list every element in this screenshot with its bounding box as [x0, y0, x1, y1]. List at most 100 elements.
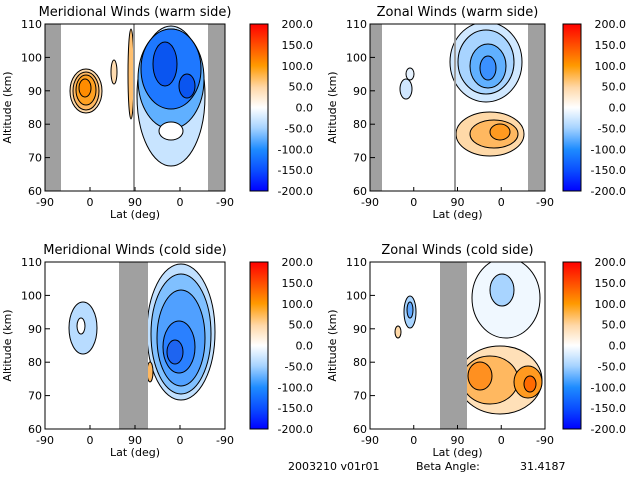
colorbar-tick-label: 100.0	[595, 298, 627, 311]
y-tick-label: 90	[28, 323, 42, 336]
plot-title: Meridional Winds (cold side)	[43, 243, 226, 258]
x-axis-label: Lat (deg)	[110, 446, 160, 459]
x-tick-label: 90	[128, 434, 142, 447]
y-tick-label: 70	[28, 152, 42, 165]
x-tick-label: 90	[451, 196, 465, 209]
footer-date-version: 2003210 v01r01	[288, 460, 380, 473]
colorbar-tick-label: 200.0	[282, 18, 314, 31]
colorbar	[249, 261, 269, 430]
colorbar-tick-label: 150.0	[282, 277, 314, 290]
contour-region	[152, 41, 178, 87]
colorbar	[562, 261, 582, 430]
no-data-mask	[440, 262, 467, 429]
colorbar-tick-label: 0.0	[609, 340, 627, 353]
x-tick-label: -90	[216, 196, 234, 209]
x-tick-label: 90	[451, 434, 465, 447]
x-tick-label: -90	[361, 196, 379, 209]
no-data-mask	[208, 24, 225, 191]
y-tick-label: 70	[353, 152, 367, 165]
colorbar-tick-label: 0.0	[296, 102, 314, 115]
contour-region	[479, 55, 497, 81]
contour-region	[467, 361, 493, 391]
x-tick-label: 0	[410, 196, 417, 209]
no-data-mask	[370, 24, 382, 191]
colorbar-tick-label: -200.0	[278, 185, 313, 198]
y-tick-label: 60	[28, 185, 42, 198]
panel-4: Zonal Winds (cold side) -90 0 90 0 -90 Lat (de…	[326, 243, 626, 459]
contour-region	[399, 78, 413, 100]
x-tick-label: -90	[216, 434, 234, 447]
colorbar-tick-label: 200.0	[595, 256, 627, 269]
y-tick-label: 110	[21, 256, 42, 269]
y-tick-label: 90	[353, 85, 367, 98]
panel-2: Zonal Winds (warm side) -90 0 90 0 -90 Lat (de…	[326, 5, 626, 221]
colorbar-tick-label: 150.0	[595, 277, 627, 290]
contour-region	[78, 78, 92, 98]
no-data-mask	[45, 24, 61, 191]
x-tick-label: -90	[36, 196, 54, 209]
y-tick-label: 80	[28, 356, 42, 369]
contour-region	[489, 273, 515, 307]
contour-region	[76, 317, 86, 335]
colorbar-tick-label: 0.0	[296, 340, 314, 353]
x-tick-label: 0	[177, 196, 184, 209]
colorbar	[562, 23, 582, 192]
colorbar-tick-label: 50.0	[289, 81, 314, 94]
y-tick-label: 70	[353, 390, 367, 403]
plot-title: Zonal Winds (cold side)	[381, 243, 533, 258]
colorbar-tick-label: -100.0	[278, 143, 313, 156]
colorbar-tick-label: -50.0	[598, 360, 626, 373]
y-tick-label: 60	[353, 185, 367, 198]
x-tick-label: 0	[498, 196, 505, 209]
contour-region	[489, 123, 511, 141]
colorbar-tick-label: -100.0	[591, 381, 626, 394]
contour-region	[178, 73, 196, 99]
contour-region	[523, 375, 537, 393]
y-tick-label: 100	[21, 289, 42, 302]
panel-1: Meridional Winds (warm side) -90 0 90 0 -90 La…	[1, 5, 313, 221]
colorbar-tick-label: -100.0	[591, 143, 626, 156]
x-axis-label: Lat (deg)	[433, 208, 483, 221]
x-tick-label: -90	[536, 196, 554, 209]
plot-title: Zonal Winds (warm side)	[377, 5, 539, 20]
y-tick-label: 100	[346, 51, 367, 64]
contour-region	[110, 59, 118, 85]
y-tick-label: 110	[346, 256, 367, 269]
contour-region	[406, 301, 414, 319]
colorbar-tick-label: 50.0	[289, 319, 314, 332]
y-axis-label: Altitude (km)	[1, 71, 14, 143]
footer-beta-value: 31.4187	[520, 460, 566, 473]
y-tick-label: 110	[21, 18, 42, 31]
colorbar-tick-label: 100.0	[282, 60, 314, 73]
panel-3: Meridional Winds (cold side) -90 0 90 0 -90 La…	[1, 243, 313, 459]
x-tick-label: -90	[536, 434, 554, 447]
contour-region	[394, 325, 402, 339]
y-tick-label: 80	[353, 118, 367, 131]
colorbar-tick-label: -50.0	[598, 122, 626, 135]
no-data-mask	[528, 24, 545, 191]
colorbar-tick-label: 100.0	[282, 298, 314, 311]
colorbar-tick-label: -150.0	[591, 402, 626, 415]
plot-title: Meridional Winds (warm side)	[39, 5, 232, 20]
y-axis-label: Altitude (km)	[326, 309, 339, 381]
x-tick-label: 0	[498, 434, 505, 447]
y-tick-label: 100	[346, 289, 367, 302]
colorbar-tick-label: -50.0	[285, 122, 313, 135]
colorbar-tick-label: -150.0	[278, 164, 313, 177]
x-tick-label: 0	[87, 196, 94, 209]
x-axis-label: Lat (deg)	[433, 446, 483, 459]
no-data-mask	[119, 262, 148, 429]
colorbar-tick-label: 150.0	[595, 39, 627, 52]
y-tick-label: 80	[353, 356, 367, 369]
footer-beta-label: Beta Angle:	[416, 460, 480, 473]
y-tick-label: 70	[28, 390, 42, 403]
colorbar-tick-label: -200.0	[278, 423, 313, 436]
colorbar-tick-label: 200.0	[595, 18, 627, 31]
x-axis-label: Lat (deg)	[110, 208, 160, 221]
x-tick-label: 90	[128, 196, 142, 209]
contour-region	[158, 121, 184, 141]
colorbar-tick-label: -150.0	[278, 402, 313, 415]
contour-region	[405, 67, 415, 81]
colorbar-tick-label: -150.0	[591, 164, 626, 177]
colorbar-tick-label: 50.0	[602, 319, 627, 332]
